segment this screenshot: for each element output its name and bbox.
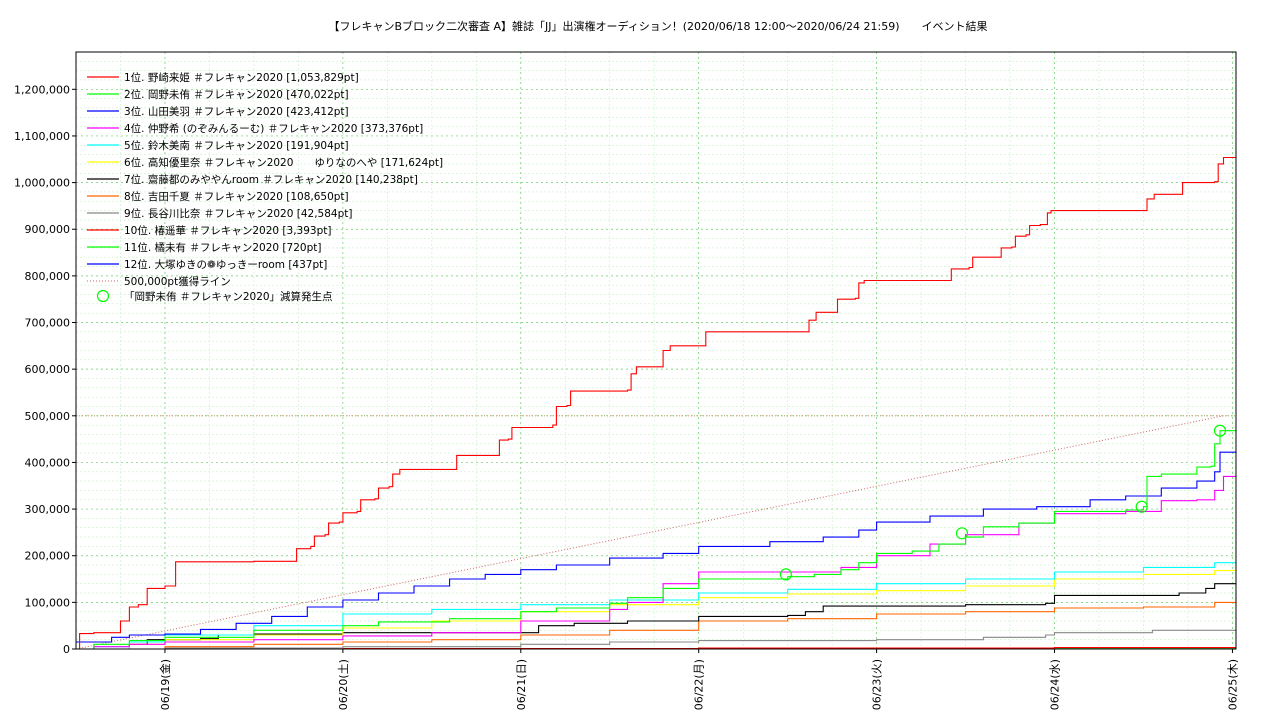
y-tick-label: 900,000 [25, 223, 71, 236]
x-tick-label: 06/21(日) [515, 659, 528, 710]
y-axis: 0 100,000 200,000 300,000 400,000 500,000 600,… [14, 83, 76, 656]
legend-label-5: 5位. 鈴木美南 ＃フレキャン2020 [191,904pt] [124, 139, 349, 152]
legend-label-4: 4位. 仲野希 (のぞみんるーむ) ＃フレキャン2020 [373,376pt] [124, 122, 423, 135]
legend: 1位. 野崎来姫 ＃フレキャン2020 [1,053,829pt] 2位. 岡野未… [87, 71, 443, 303]
legend-label-10: 10位. 椿遥華 ＃フレキャン2020 [3,393pt] [124, 224, 331, 237]
y-tick-label: 1,100,000 [14, 130, 70, 143]
legend-label-8: 8位. 吉田千夏 ＃フレキャン2020 [108,650pt] [124, 190, 349, 203]
x-axis: 06/19(金) 06/20(土) 06/21(日) 06/22(月) 06/23(火)… [158, 649, 1239, 710]
reference-line [76, 416, 1224, 649]
y-tick-label: 100,000 [25, 596, 71, 609]
legend-label-12: 12位. 大塚ゆきの❁ゆっきーroom [437pt] [124, 258, 327, 271]
legend-label-11: 11位. 橘未有 ＃フレキャン2020 [720pt] [124, 241, 321, 254]
y-tick-label: 500,000 [25, 410, 71, 423]
legend-label-reference: 500,000pt獲得ライン [124, 275, 231, 288]
x-tick-label: 06/25(木) [1226, 659, 1239, 710]
series-line-9 [76, 629, 1236, 649]
y-tick-label: 300,000 [25, 503, 71, 516]
legend-label-9: 9位. 長谷川比奈 ＃フレキャン2020 [42,584pt] [124, 207, 352, 220]
legend-label-1: 1位. 野崎来姫 ＃フレキャン2020 [1,053,829pt] [124, 71, 359, 84]
y-tick-label: 400,000 [25, 456, 71, 469]
y-tick-label: 1,200,000 [14, 83, 70, 96]
legend-label-6: 6位. 高知優里奈 ＃フレキャン2020 ゆりなのへや [171,624pt] [124, 156, 443, 169]
x-tick-label: 06/24(水) [1049, 659, 1062, 710]
y-tick-label: 600,000 [25, 363, 71, 376]
legend-swatch-marker [98, 291, 109, 302]
y-tick-label: 800,000 [25, 270, 71, 283]
legend-label-2: 2位. 岡野未侑 ＃フレキャン2020 [470,022pt] [124, 88, 349, 101]
x-tick-label: 06/22(月) [693, 659, 706, 710]
reference-line-layer [76, 416, 1236, 649]
y-tick-label: 700,000 [25, 317, 71, 330]
y-tick-label: 200,000 [25, 550, 71, 563]
marker-layer [780, 425, 1225, 580]
y-tick-label: 1,000,000 [14, 177, 70, 190]
x-tick-label: 06/19(金) [158, 659, 172, 710]
legend-label-marker: 「岡野未侑 ＃フレキャン2020」減算発生点 [124, 290, 333, 303]
legend-label-7: 7位. 齋藤都のみややんroom ＃フレキャン2020 [140,238pt] [124, 173, 418, 186]
x-tick-label: 06/20(土) [337, 659, 350, 710]
y-tick-label: 0 [63, 643, 70, 656]
chart-title: 【フレキャンBブロック二次審査 A】雑誌「JJ」出演権オーディション！(2020… [328, 19, 987, 33]
legend-label-3: 3位. 山田美羽 ＃フレキャン2020 [423,412pt] [124, 105, 349, 118]
x-tick-label: 06/23(火) [871, 659, 884, 710]
